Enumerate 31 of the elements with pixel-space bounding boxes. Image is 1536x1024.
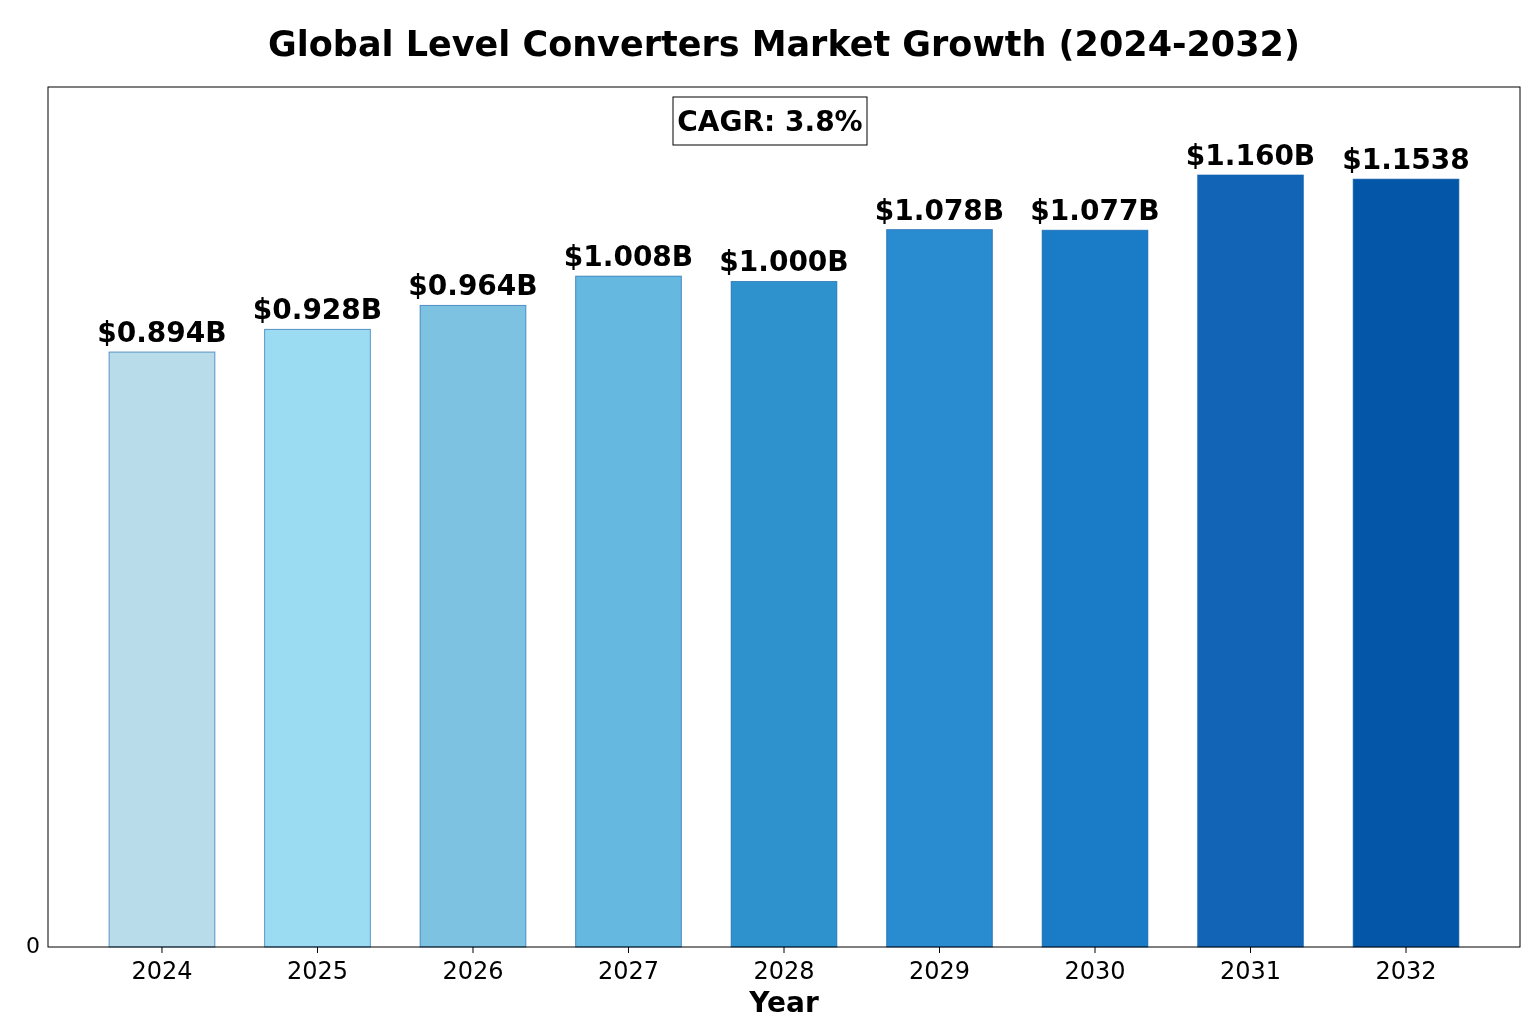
- data-label: $1.077B: [1030, 194, 1160, 228]
- x-tick-label: 2029: [908, 957, 971, 985]
- data-label: $0.894B: [97, 316, 227, 350]
- bar: [1041, 229, 1149, 948]
- x-tick-label: 2026: [442, 957, 504, 985]
- data-label: $1.078B: [874, 193, 1005, 227]
- x-tick-label: 2030: [1064, 957, 1126, 985]
- bar: [1352, 178, 1460, 948]
- data-label: $0.964B: [408, 269, 538, 303]
- data-label: $1.008B: [563, 240, 694, 274]
- bar: [1197, 174, 1304, 948]
- x-tick-label: 2032: [1375, 957, 1437, 985]
- x-tick-label: 2031: [1219, 957, 1282, 985]
- data-label: $1.1538: [1342, 143, 1470, 177]
- bar: [886, 229, 993, 948]
- bar: [419, 304, 527, 948]
- text: CAGR: 3.8%: [677, 105, 863, 138]
- chart-title: Global Level Converters Market Growth (2024-2032): [268, 24, 1300, 64]
- x-axis-title: Year: [748, 986, 819, 1019]
- data-label: $1.160B: [1185, 139, 1316, 172]
- bar: [730, 280, 838, 948]
- data-label: $0.928B: [252, 293, 383, 327]
- x-tick-label: 2025: [286, 957, 349, 985]
- text: 0: [26, 933, 40, 958]
- x-tick-label: 2027: [597, 957, 660, 985]
- data-label: $1.000B: [719, 245, 849, 279]
- bar: [575, 275, 682, 948]
- x-tick-label: 2028: [753, 957, 815, 985]
- bar: [264, 328, 371, 948]
- x-tick-label: 2024: [131, 957, 193, 985]
- bar: [108, 351, 216, 948]
